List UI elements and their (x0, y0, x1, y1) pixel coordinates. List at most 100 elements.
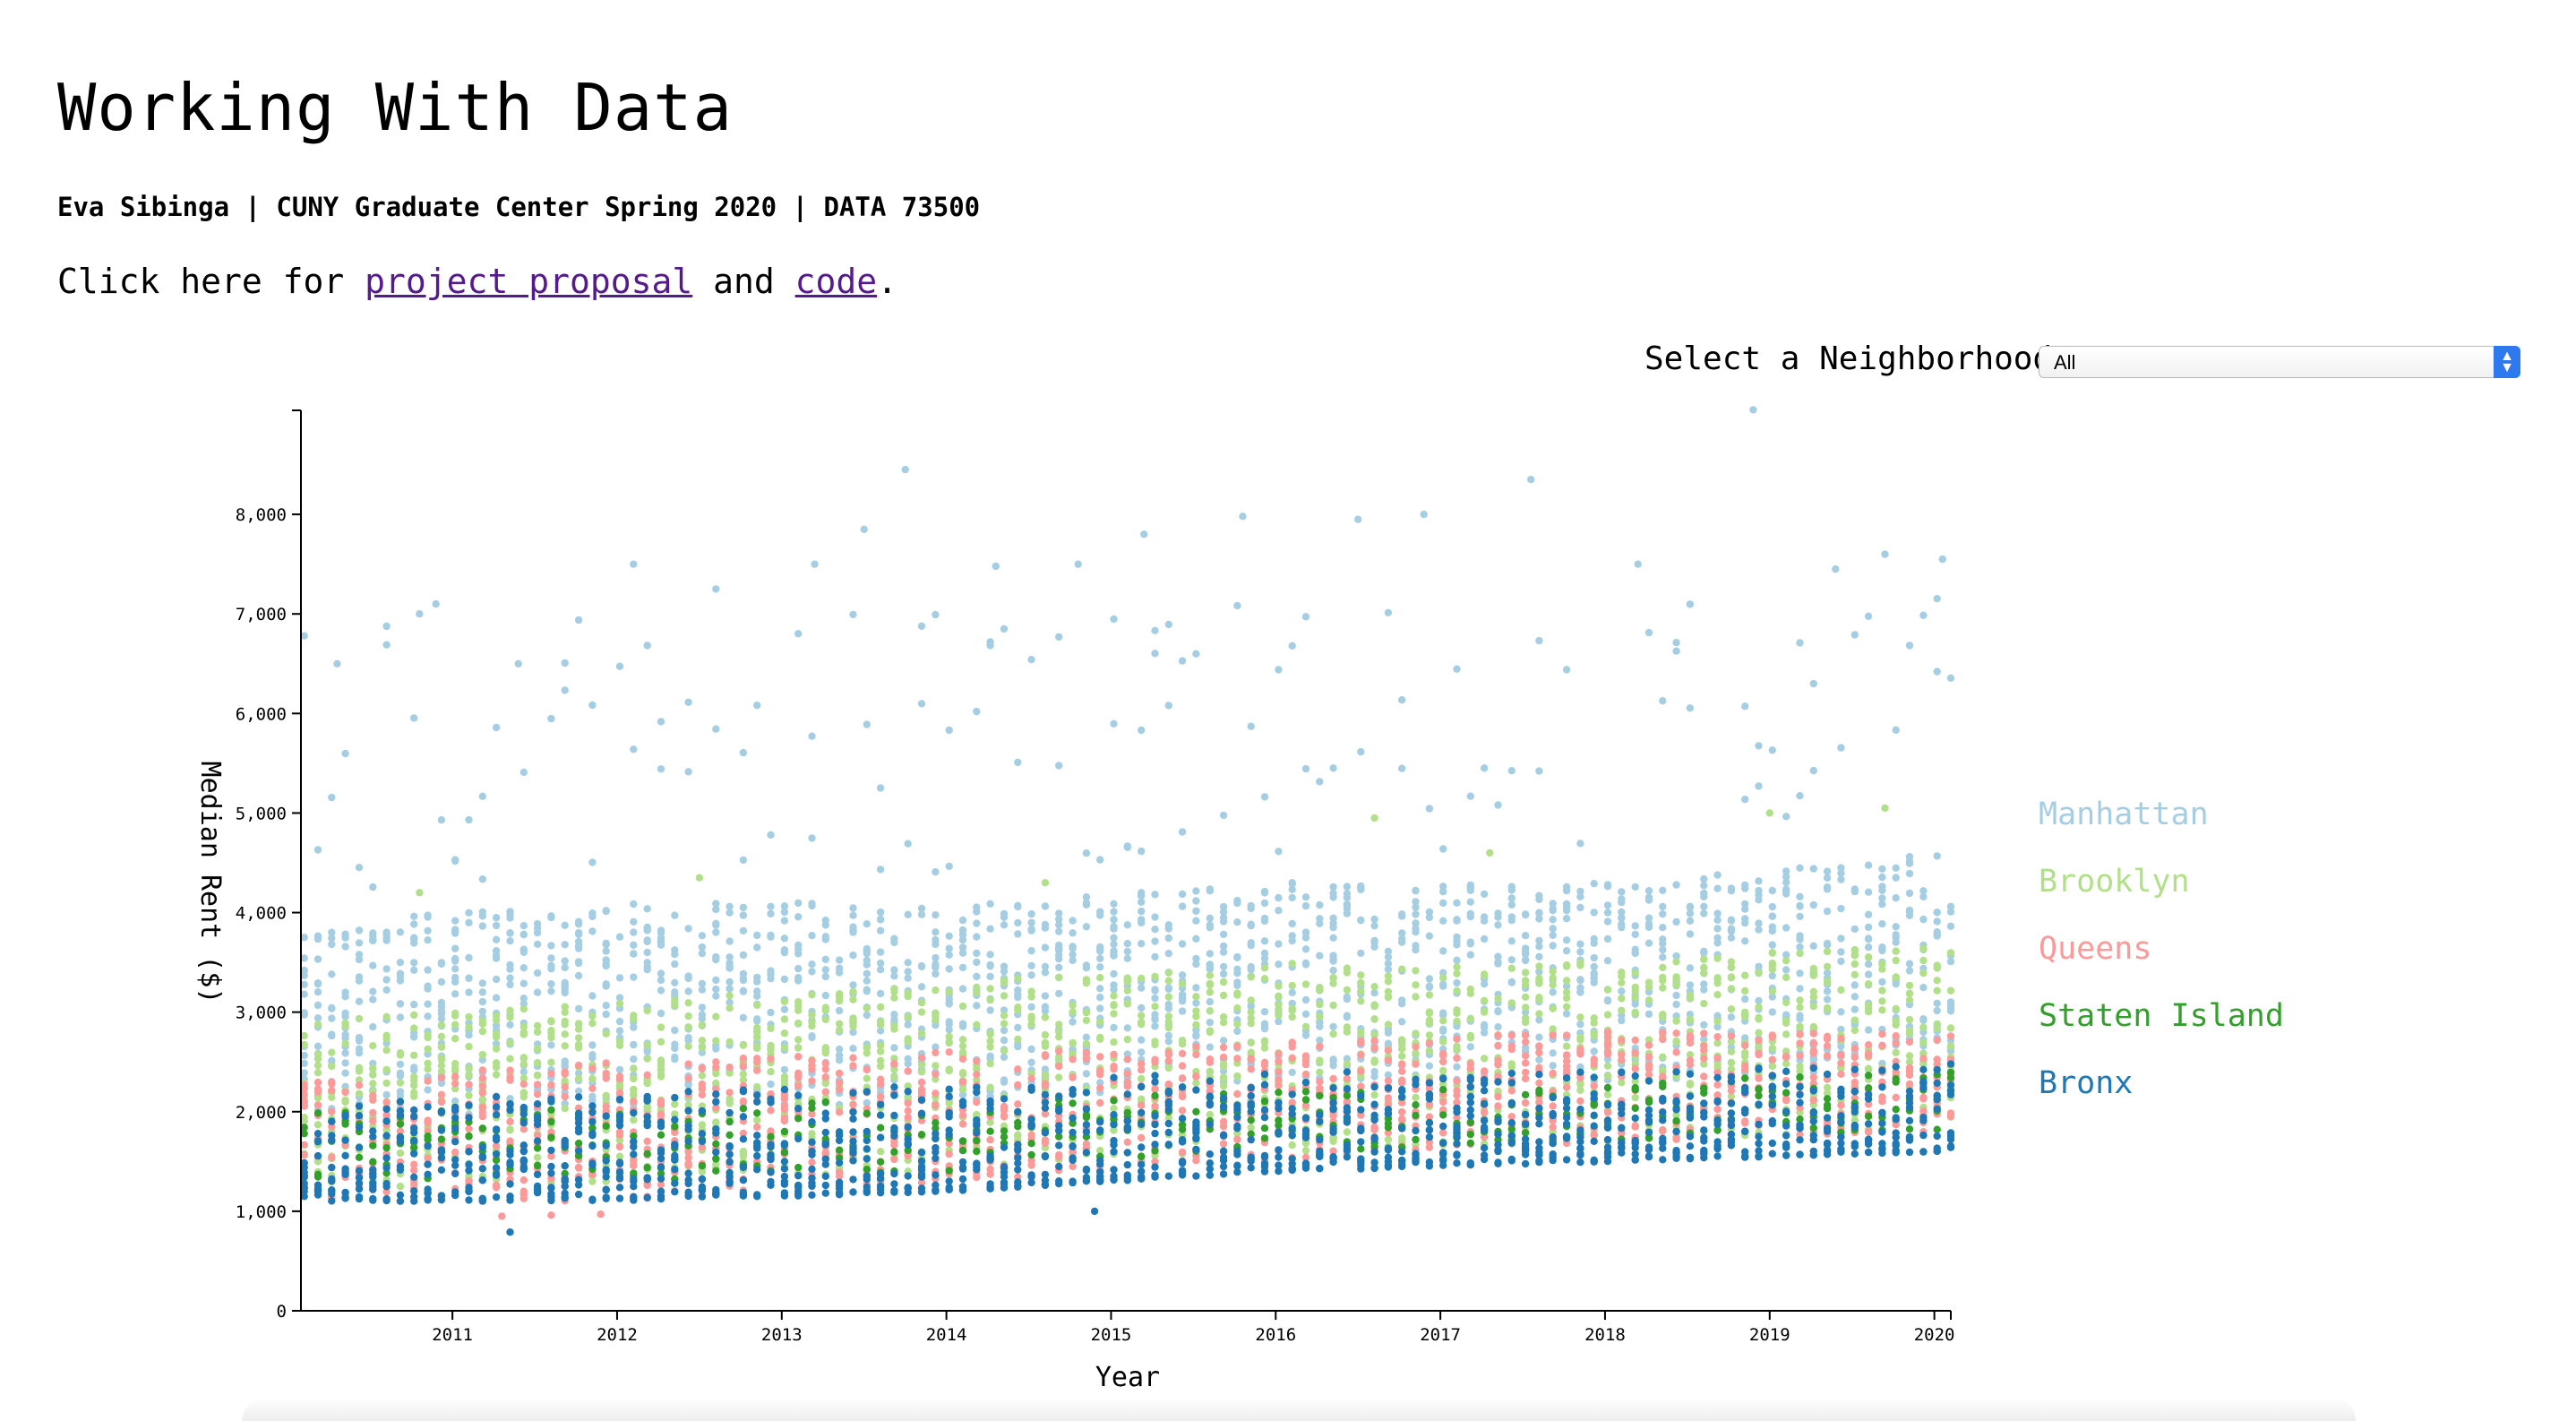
data-point (478, 875, 486, 883)
data-point (1919, 956, 1928, 965)
data-point (1796, 969, 1804, 977)
data-point (684, 1074, 692, 1083)
data-point (1425, 982, 1434, 990)
data-point (1535, 1033, 1543, 1041)
data-point (588, 1177, 597, 1185)
data-point (1549, 981, 1557, 989)
data-point (1000, 962, 1009, 970)
data-point (780, 1095, 789, 1103)
data-point (1110, 1062, 1118, 1071)
data-point (437, 1126, 446, 1134)
data-point (1713, 1033, 1722, 1041)
data-point (904, 1114, 912, 1122)
data-point (876, 1124, 885, 1132)
data-point (369, 932, 377, 940)
data-point (835, 1069, 844, 1078)
data-point (1809, 1124, 1818, 1132)
data-point (1453, 956, 1461, 965)
data-point (519, 1054, 528, 1062)
data-point (739, 1070, 748, 1079)
data-point (1644, 1010, 1653, 1019)
data-point (1618, 908, 1626, 917)
data-point (1096, 994, 1104, 1002)
data-point (684, 1060, 692, 1068)
data-point (780, 1065, 789, 1074)
data-point (1192, 954, 1200, 963)
data-point (630, 941, 638, 950)
data-point (808, 1018, 816, 1027)
project-proposal-link[interactable]: project proposal (365, 262, 693, 301)
data-point-outlier (1881, 804, 1889, 813)
data-point (643, 1080, 651, 1088)
data-point (1782, 924, 1790, 932)
data-point (1343, 993, 1352, 1002)
data-point (355, 1123, 364, 1132)
data-point (821, 1072, 829, 1081)
data-point (1000, 1006, 1009, 1014)
data-point (1562, 994, 1571, 1003)
data-point (904, 1107, 912, 1115)
data-point (1357, 1037, 1365, 1046)
data-point (410, 714, 418, 722)
data-point (1618, 898, 1626, 907)
data-point (1384, 953, 1393, 961)
data-point (726, 959, 734, 968)
data-point (382, 1143, 391, 1152)
data-point (1713, 871, 1722, 879)
data-point (1412, 981, 1420, 989)
data-point (1206, 1018, 1215, 1027)
data-point (1164, 993, 1173, 1001)
data-point (1316, 952, 1324, 960)
data-point (808, 1130, 816, 1138)
data-point (945, 726, 953, 735)
data-point (424, 1141, 432, 1150)
code-link[interactable]: code (794, 262, 878, 301)
data-point (1796, 901, 1804, 910)
data-point (1576, 887, 1584, 896)
data-point (410, 1187, 418, 1195)
data-point (1933, 961, 1941, 969)
data-point (712, 900, 720, 908)
data-point (1288, 1006, 1296, 1014)
data-point (1755, 1074, 1763, 1082)
data-point (1755, 962, 1763, 971)
data-point (1864, 1072, 1873, 1080)
data-point (684, 1042, 692, 1051)
data-point (437, 1098, 446, 1107)
data-point (1069, 956, 1077, 965)
data-point (1892, 1039, 1900, 1047)
data-point (533, 1072, 542, 1080)
data-point (986, 1052, 994, 1061)
data-point (355, 1033, 364, 1042)
data-point (863, 987, 871, 995)
data-point (519, 1022, 528, 1031)
data-point (1357, 917, 1365, 925)
data-point (1549, 1062, 1557, 1070)
data-point (1151, 1003, 1159, 1011)
data-point (451, 1035, 459, 1043)
data-point (1603, 1090, 1612, 1098)
data-point (1412, 910, 1420, 918)
data-point (1027, 918, 1035, 926)
neighborhood-select[interactable]: All ▲ ▼ (2039, 346, 2520, 378)
data-point (1946, 986, 1955, 995)
data-point (1823, 1052, 1832, 1060)
data-point (780, 1106, 789, 1114)
data-point (917, 962, 926, 971)
data-point (328, 1031, 336, 1040)
data-point (698, 1037, 707, 1045)
data-point (1233, 601, 1241, 610)
data-point (561, 1030, 569, 1038)
data-point (1809, 1046, 1818, 1055)
data-point (519, 1194, 528, 1202)
data-point (698, 1064, 707, 1073)
data-point (1562, 1003, 1571, 1011)
data-point (1041, 992, 1050, 1000)
data-point (1453, 986, 1461, 995)
data-point (465, 918, 473, 927)
data-point (1123, 1024, 1132, 1032)
data-point (684, 972, 692, 980)
data-point (932, 1043, 940, 1051)
data-point (1521, 993, 1530, 1002)
data-point (602, 947, 610, 955)
